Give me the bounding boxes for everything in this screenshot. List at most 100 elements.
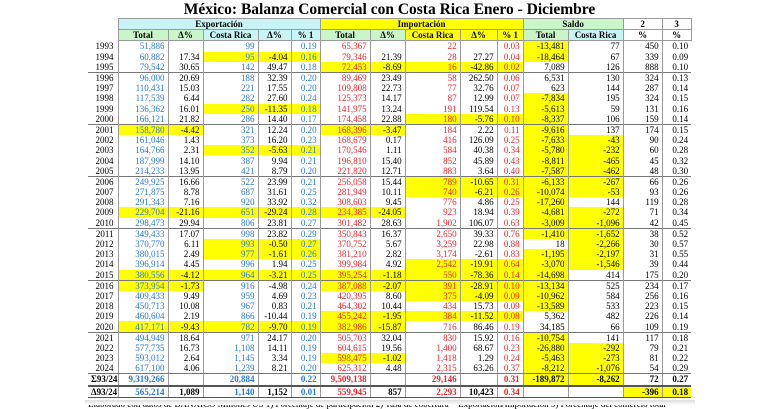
trade-balance-sheet: México: Balanza Comercial con Costa Rica…	[88, 0, 692, 409]
imp-cr-delta-header: Δ%	[459, 29, 498, 42]
saldo-cr-cell: 137	[567, 123, 624, 136]
exp-cr-cell: 282	[202, 93, 258, 104]
imp-pct-cell: 0.19	[496, 321, 524, 333]
exp-total-cell: 110,431	[117, 83, 168, 94]
year-cell: 2007	[95, 187, 114, 198]
imp-total-cell: 604,615	[319, 342, 371, 353]
imp-delta-cell: -1.95	[369, 311, 406, 322]
imp-cr-delta-cell: 15.73	[459, 301, 498, 312]
exp-cr-cell: 967	[202, 301, 258, 312]
exp-pct-cell: 0.28	[290, 207, 321, 218]
table-row: 2001 158,780 -4.42 321 12.24 0.20 168,396 -3.47…	[88, 123, 692, 136]
imp-cr-cell: 830	[404, 331, 461, 343]
imp-total-cell: 464,302	[319, 301, 371, 312]
year-cell: 1993	[95, 41, 114, 52]
imp-delta-cell: 32.04	[369, 331, 406, 343]
year-cell: 2023	[95, 353, 114, 364]
trade-table: Exportación Importación Saldo 2 3 Total …	[88, 17, 692, 398]
saldo-total-cell: -7,834	[522, 93, 569, 104]
saldo-total-cell: -8,212	[522, 363, 569, 375]
imp-delta-cell: -1.18	[369, 269, 406, 281]
saldo-total-cell: -3,009	[522, 217, 569, 229]
imp-delta-cell: 9.45	[369, 197, 406, 208]
col2-cell: 256	[622, 290, 663, 302]
exp-delta-cell: -21.16	[167, 207, 203, 218]
col3-cell: 0.10	[661, 61, 692, 73]
exp-delta-cell	[167, 373, 203, 386]
saldo-total-cell: -26,880	[522, 342, 569, 353]
saldo-total-cell: -4,681	[522, 207, 569, 218]
exp-delta-cell: 16.66	[167, 175, 203, 187]
exp-cr-cell: 996	[202, 259, 258, 270]
col2-cell: 117	[622, 331, 663, 343]
col3-cell: 0.19	[661, 321, 692, 333]
saldo-total-header: Total	[522, 29, 569, 42]
exp-pct-cell: 0.22	[290, 373, 321, 386]
imp-total-cell: 625,312	[319, 363, 371, 375]
imp-delta-cell: 15.44	[369, 175, 406, 187]
year-cell: 1994	[95, 51, 114, 62]
imp-pct-cell: 0.25	[496, 135, 524, 146]
imp-cr-cell: 191	[404, 103, 461, 114]
exp-total-cell: 370,770	[117, 238, 168, 250]
exp-cr-cell: 387	[202, 155, 258, 166]
exp-pct-cell: 0.20	[290, 71, 321, 84]
exp-pct-cell: 0.24	[290, 93, 321, 104]
imp-cr-cell: 716	[404, 321, 461, 333]
imp-cr-cell: 391	[404, 279, 461, 291]
exp-pct-cell: 0.25	[290, 259, 321, 270]
imp-total-cell: 381,210	[319, 249, 371, 260]
exp-cr-delta-cell: 49.47	[257, 61, 291, 73]
exp-delta-cell: 17.34	[167, 51, 203, 62]
exp-cr-cell: 321	[202, 123, 258, 136]
imp-cr-delta-cell: 22.98	[459, 238, 498, 250]
imp-total-cell: 350,843	[319, 227, 371, 239]
exp-cr-cell: 421	[202, 165, 258, 177]
year-cell: 2001	[88, 123, 118, 136]
saldo-cr-cell: -1,546	[567, 259, 624, 270]
table-body: 1993 51,886 99 0.19 65,367 22 0.03 -13,481 77 450…	[88, 40, 692, 398]
exp-pct-cell: 0.23	[290, 135, 321, 146]
imp-pct-cell: 0.07	[496, 93, 524, 104]
exp-cr-delta-cell: 0.83	[257, 301, 291, 312]
imp-pct-cell: 0.31	[496, 373, 524, 386]
imp-cr-cell: 3,259	[404, 238, 461, 250]
saldo-total-cell: -10,962	[522, 290, 569, 302]
saldo-total-cell: -13,589	[522, 301, 569, 312]
imp-pct-cell: 0.03	[496, 40, 524, 52]
year-cell: 2015	[95, 269, 114, 280]
imp-cr-delta-cell: -42.86	[459, 61, 498, 73]
col2-cell: 54	[622, 363, 663, 375]
exp-cr-delta-header: Δ%	[257, 29, 292, 42]
exp-pct-cell: 0.18	[290, 61, 321, 73]
exp-cr-cell: 916	[202, 279, 258, 291]
table-row: 2007 271,875 8.78 687 31.61 0.25 281,949 10.11 7…	[88, 187, 692, 198]
imp-pct-cell: 0.88	[496, 238, 524, 250]
exp-pct-cell: 0.20	[290, 363, 321, 375]
col2-cell: 174	[622, 123, 663, 136]
col2-cell: 66	[622, 175, 663, 187]
table-row: 2020 417,171 -9.43 782 -9.70 0.19 382,986 -15.8…	[88, 321, 692, 333]
saldo-cr-cell: 195	[567, 93, 624, 104]
imp-pct-cell: 0.16	[496, 331, 524, 343]
imp-delta-cell: 19.56	[369, 342, 406, 353]
col3-cell: 0.13	[661, 71, 692, 84]
imp-total-cell: 79,346	[319, 51, 371, 62]
imp-cr-delta-cell: 126.09	[459, 135, 498, 146]
year-cell: 1996	[88, 71, 118, 84]
exp-pct-cell: 0.25	[290, 269, 321, 281]
imp-cr-delta-cell: 68.67	[459, 342, 498, 353]
imp-cr-delta-cell: -28.91	[459, 279, 498, 291]
saldo-cr-cell: -273	[567, 353, 624, 364]
exp-total-cell: 577,735	[117, 342, 168, 353]
corner-cell	[88, 19, 118, 30]
exp-total-cell: 450,713	[117, 301, 168, 312]
imp-cr-delta-cell: 15.92	[459, 331, 498, 343]
exp-cr-cell: 1,145	[202, 353, 258, 364]
col3-cell: 0.17	[661, 279, 692, 291]
imp-pct-cell: 0.34	[496, 384, 524, 398]
exp-total-cell: 158,780	[117, 123, 168, 136]
imp-cr-cell: 16	[404, 61, 461, 73]
col3-cell: 0.14	[661, 113, 692, 125]
year-cell: 1995	[95, 61, 114, 72]
